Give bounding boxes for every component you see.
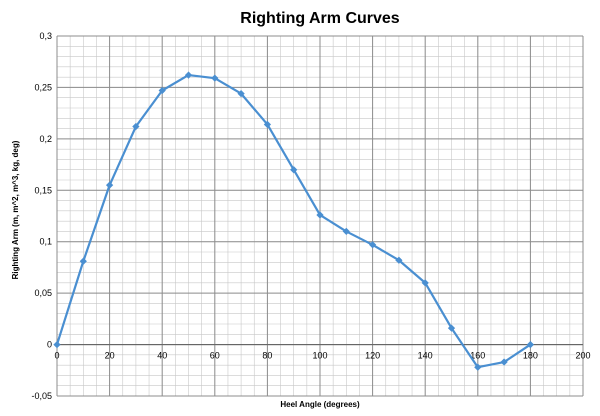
y-tick-label: 0,2 (39, 134, 52, 144)
series-layer (53, 71, 535, 371)
y-tick-label: 0 (47, 340, 52, 350)
y-tick-label: -0,05 (31, 391, 52, 401)
y-tick-label: 0,15 (34, 185, 52, 195)
x-tick-label: 120 (365, 351, 380, 361)
y-tick-label: 0,3 (39, 31, 52, 41)
y-tick-label: 0,1 (39, 237, 52, 247)
data-point-marker (263, 120, 272, 129)
x-axis-label: Heel Angle (degrees) (280, 400, 360, 409)
x-tick-label: 40 (157, 351, 167, 361)
grid (56, 35, 584, 397)
data-point-marker (211, 74, 219, 82)
x-tick-label: 20 (105, 351, 115, 361)
data-point-marker (368, 241, 377, 249)
x-tick-label: 140 (418, 351, 433, 361)
data-point-marker (395, 256, 403, 264)
x-tick-label: 200 (575, 351, 590, 361)
x-tick-label: 60 (210, 351, 220, 361)
x-tick-label: 160 (470, 351, 485, 361)
data-point-marker (158, 86, 166, 95)
y-tick-label: 0,25 (34, 82, 52, 92)
data-point-marker (342, 227, 350, 236)
data-point-marker (316, 211, 324, 219)
data-point-marker (474, 363, 482, 371)
data-point-marker (53, 340, 61, 349)
x-tick-label: 0 (54, 351, 59, 361)
data-point-marker (105, 181, 114, 189)
y-axis-label: Righting Arm (m, m^2, m^3, kg, deg) (11, 140, 20, 279)
chart-title: Righting Arm Curves (240, 10, 400, 27)
data-point-marker (237, 89, 245, 98)
data-point-marker (79, 257, 87, 265)
y-tick-label: 0,05 (34, 288, 52, 298)
data-point-marker (132, 122, 140, 131)
data-point-marker (526, 340, 535, 349)
data-point-marker (290, 166, 298, 174)
x-tick-label: 100 (312, 351, 327, 361)
data-point-marker (447, 324, 456, 332)
tick-labels: 0 20 40 60 80 100 120 140 160 180 200 -0,05 0 0,05 0,1… (31, 31, 590, 401)
x-tick-label: 180 (523, 351, 538, 361)
x-tick-label: 80 (262, 351, 272, 361)
data-point-marker (421, 279, 429, 287)
data-point-marker (184, 71, 193, 79)
data-point-marker (500, 358, 508, 366)
